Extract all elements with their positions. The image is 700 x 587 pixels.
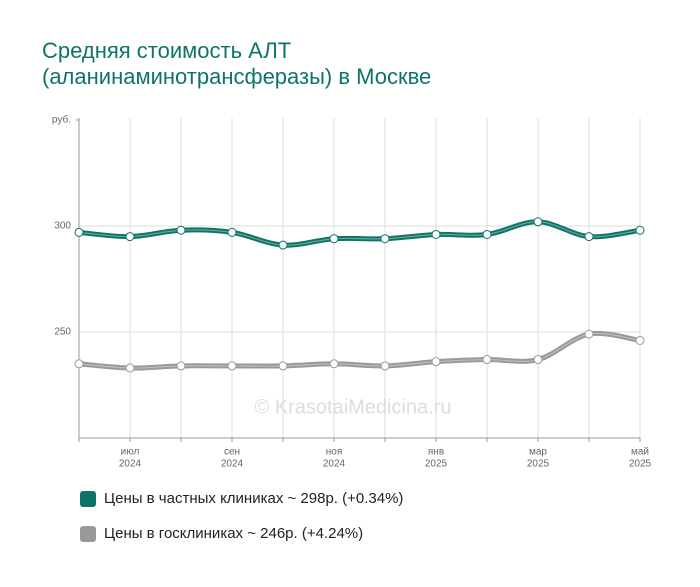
y-tick-label: руб. xyxy=(52,114,71,126)
x-tick-label: 2024 xyxy=(323,459,346,470)
legend-label: Цены в частных клиниках ~ 298р. (+0.34%) xyxy=(104,490,403,507)
legend-label: Цены в госклиниках ~ 246р. (+4.24%) xyxy=(104,525,363,542)
data-point xyxy=(176,361,186,371)
data-point xyxy=(431,229,441,239)
data-point xyxy=(635,225,645,235)
x-tick-label: янв xyxy=(428,447,444,458)
data-point xyxy=(584,329,594,339)
data-point xyxy=(227,227,237,237)
data-point xyxy=(482,229,492,239)
x-tick-label: 2024 xyxy=(221,459,244,470)
data-point xyxy=(380,361,390,371)
data-point xyxy=(380,234,390,244)
data-point xyxy=(74,359,84,369)
data-point xyxy=(431,357,441,367)
x-tick-label: 2025 xyxy=(629,459,652,470)
data-point xyxy=(278,240,288,250)
x-tick-label: май xyxy=(631,447,649,458)
x-tick-label: сен xyxy=(224,447,240,458)
legend-swatch xyxy=(80,526,96,542)
x-tick-label: 2025 xyxy=(425,459,448,470)
x-tick-label: мар xyxy=(529,447,547,458)
chart-title: (аланинаминотрансферазы) в Москве xyxy=(42,64,431,89)
legend-swatch xyxy=(80,491,96,507)
data-point xyxy=(635,335,645,345)
chart-title: Средняя стоимость АЛТ xyxy=(42,38,291,63)
watermark: © KrasotaiMedicina.ru xyxy=(254,396,451,418)
data-point xyxy=(584,232,594,242)
data-point xyxy=(329,359,339,369)
data-point xyxy=(278,361,288,371)
data-point xyxy=(125,363,135,373)
data-point xyxy=(176,225,186,235)
x-tick-label: июл xyxy=(121,447,140,458)
data-point xyxy=(533,217,543,227)
data-point xyxy=(533,355,543,365)
y-tick-label: 250 xyxy=(54,327,71,338)
x-tick-label: 2025 xyxy=(527,459,550,470)
x-tick-label: 2024 xyxy=(119,459,142,470)
data-point xyxy=(329,234,339,244)
x-tick-label: ноя xyxy=(326,447,343,458)
data-point xyxy=(227,361,237,371)
data-point xyxy=(74,227,84,237)
data-point xyxy=(482,355,492,365)
data-point xyxy=(125,232,135,242)
y-tick-label: 300 xyxy=(54,221,71,232)
